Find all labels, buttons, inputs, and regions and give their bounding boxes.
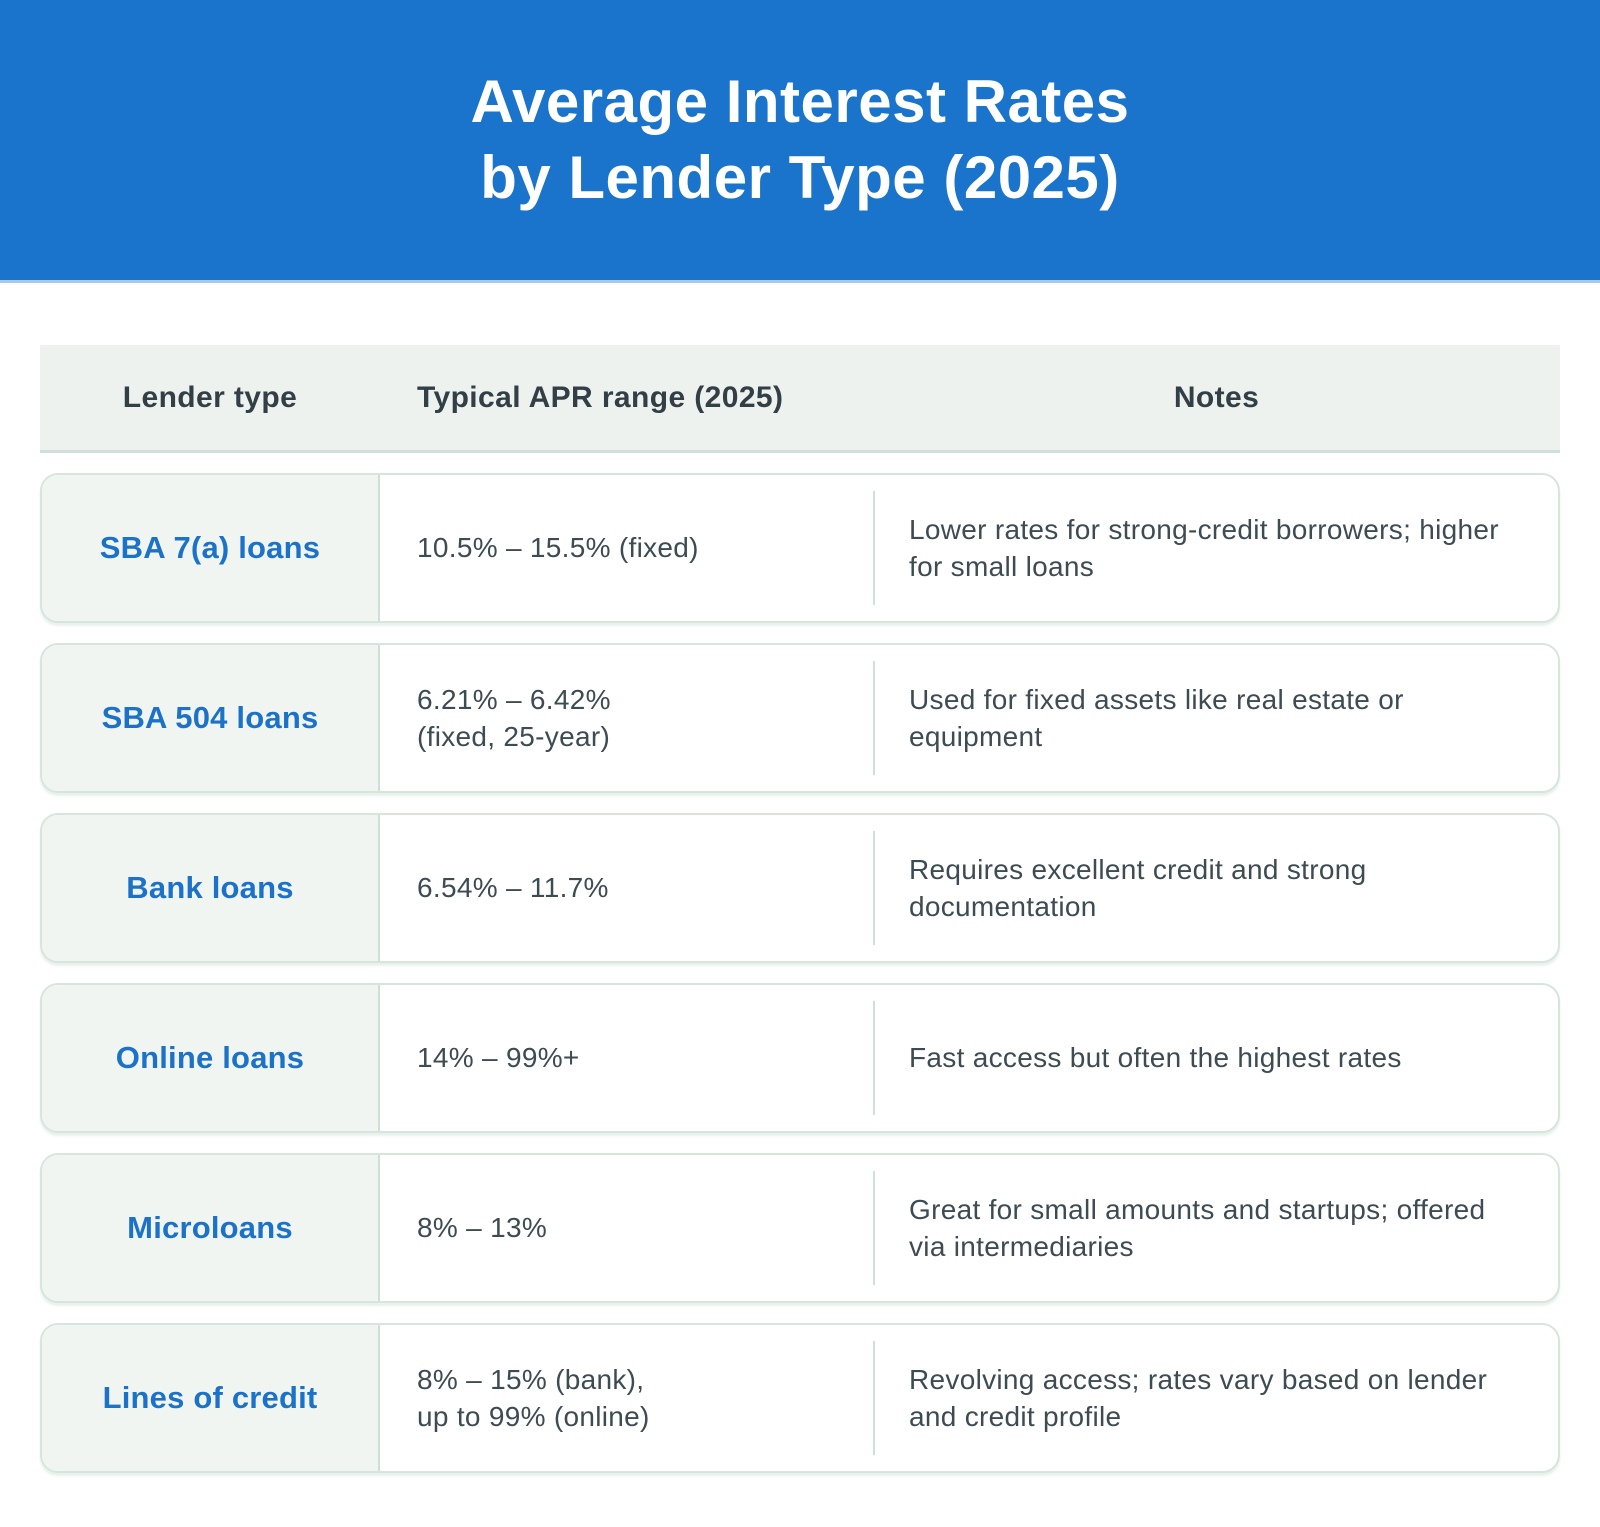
- apr-range-cell: 8% – 13%: [417, 1212, 548, 1244]
- title-line-1: Average Interest Rates: [470, 68, 1130, 135]
- table-row: SBA 7(a) loans 10.5% – 15.5% (fixed) Low…: [40, 473, 1560, 623]
- header-banner: Average Interest Rates by Lender Type (2…: [0, 0, 1600, 283]
- title-line-2: by Lender Type (2025): [480, 144, 1120, 211]
- notes-cell: Lower rates for strong-credit borrowers;…: [873, 475, 1558, 621]
- table-row: SBA 504 loans 6.21% – 6.42% (fixed, 25-y…: [40, 643, 1560, 793]
- notes-cell: Revolving access; rates vary based on le…: [873, 1325, 1558, 1471]
- notes-cell: Great for small amounts and startups; of…: [873, 1155, 1558, 1301]
- page-title: Average Interest Rates by Lender Type (2…: [470, 64, 1129, 216]
- table-row: Microloans 8% – 13% Great for small amou…: [40, 1153, 1560, 1303]
- lender-type-cell: Online loans: [42, 985, 380, 1131]
- column-header-apr-range: Typical APR range (2025): [417, 380, 784, 414]
- lender-type-cell: Lines of credit: [42, 1325, 380, 1471]
- apr-range-cell: 6.54% – 11.7%: [417, 872, 609, 904]
- column-header-lender-type: Lender type: [122, 380, 298, 414]
- table-row: Bank loans 6.54% – 11.7% Requires excell…: [40, 813, 1560, 963]
- table-row: Lines of credit 8% – 15% (bank), up to 9…: [40, 1323, 1560, 1473]
- rates-table: Lender type Typical APR range (2025) Not…: [40, 345, 1560, 1473]
- lender-type-cell: Microloans: [42, 1155, 380, 1301]
- column-header-notes: Notes: [1173, 380, 1260, 414]
- lender-type-cell: SBA 504 loans: [42, 645, 380, 791]
- apr-range-cell: 8% – 15% (bank), up to 99% (online): [417, 1363, 650, 1432]
- table-header-row: Lender type Typical APR range (2025) Not…: [40, 345, 1560, 453]
- notes-cell: Requires excellent credit and strong doc…: [873, 815, 1558, 961]
- lender-type-cell: SBA 7(a) loans: [42, 475, 380, 621]
- apr-range-cell: 14% – 99%+: [417, 1042, 580, 1074]
- apr-range-cell: 10.5% – 15.5% (fixed): [417, 532, 699, 564]
- notes-cell: Used for fixed assets like real estate o…: [873, 645, 1558, 791]
- lender-type-cell: Bank loans: [42, 815, 380, 961]
- apr-range-cell: 6.21% – 6.42% (fixed, 25-year): [417, 683, 611, 752]
- notes-cell: Fast access but often the highest rates: [873, 985, 1558, 1131]
- table-row: Online loans 14% – 99%+ Fast access but …: [40, 983, 1560, 1133]
